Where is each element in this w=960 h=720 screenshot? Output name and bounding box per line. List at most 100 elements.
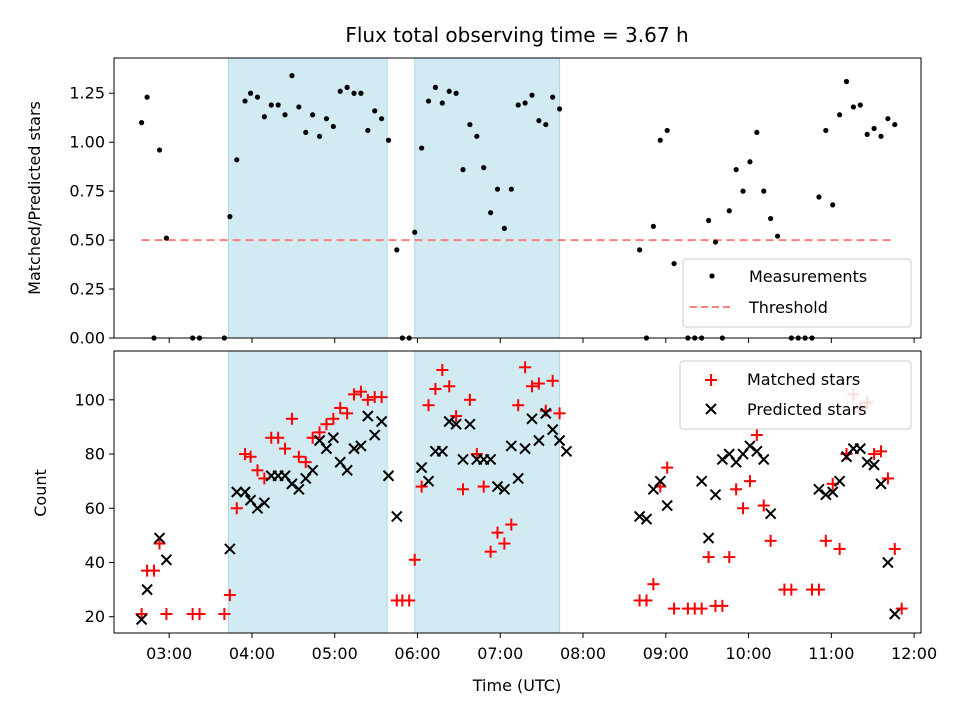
legend-matched-marker <box>705 374 717 386</box>
legend-matched-label: Matched stars <box>747 370 860 389</box>
measurement-point <box>543 121 549 128</box>
shaded-interval <box>227 57 388 339</box>
matched-star-point <box>470 448 483 461</box>
measurement-point <box>467 121 473 128</box>
measurement-point <box>768 215 774 222</box>
x-tick-label: 11:00 <box>808 644 854 663</box>
matched-star-point <box>505 518 518 531</box>
matched-star-point <box>285 412 298 425</box>
measurement-point <box>358 90 364 96</box>
measurement-point <box>296 104 302 110</box>
matched-star-point <box>251 464 264 477</box>
predicted-star-point <box>512 472 524 485</box>
predicted-star-point <box>382 470 395 482</box>
measurement-point <box>529 92 535 98</box>
measurement-point <box>138 120 145 126</box>
matched-star-point <box>874 445 887 458</box>
top-x-ticks <box>168 338 915 343</box>
x-tick-label: 04:00 <box>229 644 275 663</box>
matched-star-point <box>730 483 743 496</box>
predicted-star-point <box>882 556 894 569</box>
matched-star-point <box>519 361 532 374</box>
matched-star-point <box>868 448 881 461</box>
measurement-point <box>289 73 295 79</box>
measurement-point <box>892 121 898 128</box>
legend-measurements-marker <box>709 273 715 279</box>
measurement-point <box>163 235 170 241</box>
measurement-point <box>394 247 400 253</box>
matched-star-point <box>299 456 312 469</box>
measurement-point <box>323 116 330 122</box>
x-tick-label: 06:00 <box>394 644 440 663</box>
matched-star-point <box>695 602 708 615</box>
matched-star-point <box>702 551 715 564</box>
y-tick-label: 0.00 <box>69 329 105 348</box>
measurement-point <box>843 78 850 85</box>
measurement-point <box>488 210 494 216</box>
matched-star-point <box>498 537 511 550</box>
predicted-star-point <box>533 434 545 447</box>
bottom-panel: 20 40 60 80 100 03:00 04:00 05:00 06:00 07:00 08:… <box>31 350 937 695</box>
measurement-point <box>303 129 309 136</box>
measurement-point <box>522 100 528 106</box>
measurement-point <box>536 118 542 124</box>
predicted-star-point <box>251 502 264 514</box>
measurement-point <box>501 225 507 231</box>
predicted-star-point <box>875 478 887 490</box>
matched-star-point <box>546 374 559 387</box>
measurement-point <box>261 114 267 120</box>
legend-predicted-label: Predicted stars <box>747 400 867 419</box>
measurement-point <box>282 112 288 118</box>
matched-star-point <box>785 583 798 596</box>
predicted-star-point <box>135 613 148 626</box>
matched-star-point <box>348 388 361 401</box>
predicted-star-point <box>744 440 756 452</box>
measurement-point <box>747 159 753 165</box>
measurement-point <box>650 223 656 229</box>
measurement-point <box>481 165 487 171</box>
matched-star-point <box>812 583 825 596</box>
measurement-point <box>254 94 261 100</box>
y-tick-label: 40 <box>85 553 105 572</box>
matched-star-point <box>415 480 428 493</box>
matched-star-point <box>895 602 908 615</box>
matched-star-point <box>218 608 231 621</box>
measurement-point <box>337 88 343 94</box>
measurement-point <box>310 112 316 118</box>
matched-star-point <box>193 608 206 621</box>
matched-star-point <box>313 426 326 439</box>
predicted-star-point <box>320 442 333 455</box>
matched-star-point <box>463 393 476 406</box>
predicted-star-point <box>327 432 340 444</box>
shaded-interval <box>414 57 561 339</box>
matched-star-point <box>819 534 832 547</box>
matched-star-point <box>737 502 750 515</box>
predicted-star-point <box>239 486 251 498</box>
predicted-star-point <box>861 456 873 468</box>
x-tick-label: 12:00 <box>891 644 937 663</box>
predicted-star-point <box>306 464 319 477</box>
predicted-star-point <box>702 532 715 544</box>
matched-star-point <box>661 461 674 474</box>
measurement-point <box>871 125 877 132</box>
predicted-star-point <box>633 510 646 523</box>
matched-star-point <box>888 542 901 555</box>
measurement-point <box>372 108 378 114</box>
matched-star-point <box>403 594 416 607</box>
matched-star-point <box>272 431 285 444</box>
measurement-point <box>234 157 240 163</box>
measurement-point <box>740 188 746 194</box>
measurement-point <box>657 137 663 143</box>
predicted-star-point <box>695 475 708 487</box>
matched-star-point <box>408 553 421 566</box>
measurement-point <box>850 104 857 110</box>
measurement-point <box>316 133 323 139</box>
chart-title: Flux total observing time = 3.67 h <box>345 23 688 47</box>
predicted-star-point <box>716 453 729 466</box>
x-tick-label: 05:00 <box>312 644 358 663</box>
matched-star-point <box>334 401 347 414</box>
top-y-ticks: 0.00 0.25 0.50 0.75 1.00 1.25 <box>69 84 114 348</box>
matched-star-point <box>553 407 566 420</box>
measurement-point <box>432 84 439 90</box>
